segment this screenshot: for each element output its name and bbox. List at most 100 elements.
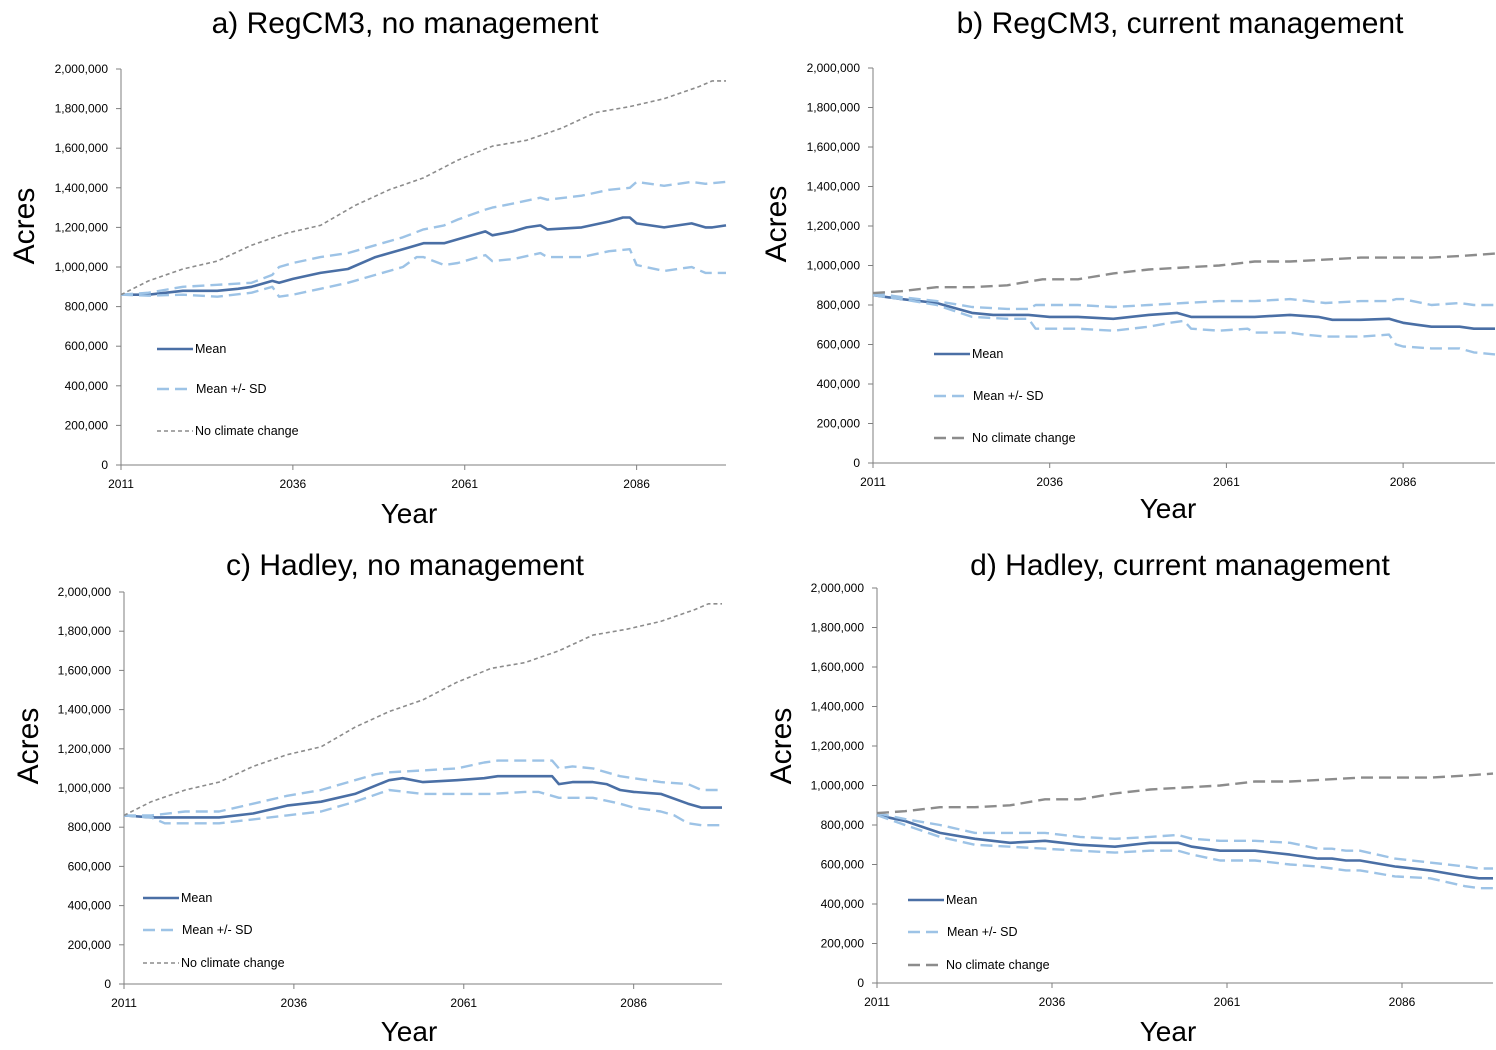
x-tick-label: 2011 [864, 995, 890, 1009]
y-axis-label: Acres [8, 188, 41, 265]
y-tick-label: 1,000,000 [58, 781, 112, 795]
chart-panel-1: a) RegCM3, no management Acres Year 0 200,00… [8, 7, 727, 529]
x-tick-label: 2061 [1214, 995, 1241, 1009]
y-tick-label: 0 [101, 458, 108, 472]
legend-label: Mean +/- SD [196, 382, 267, 396]
legend-label: No climate change [181, 956, 285, 970]
y-tick-label: 2,000,000 [811, 581, 865, 595]
x-tick-label: 2011 [860, 475, 886, 489]
y-tick-label: 400,000 [68, 899, 112, 913]
y-axis-label: Acres [765, 708, 798, 785]
x-tick-label: 2086 [1389, 995, 1416, 1009]
y-tick-label: 800,000 [821, 818, 865, 832]
series-line-mean-sd [123, 788, 722, 827]
y-tick-label: 1,600,000 [807, 140, 861, 154]
x-tick-label: 2036 [1039, 995, 1066, 1009]
legend-label: Mean +/- SD [947, 925, 1018, 939]
x-tick-label: 2086 [620, 996, 647, 1010]
y-tick-label: 800,000 [68, 820, 112, 834]
x-tick-label: 2061 [450, 996, 477, 1010]
series-line-mean-sd [876, 813, 1493, 890]
chart-title: d) Hadley, current management [970, 549, 1390, 582]
legend-label: Mean +/- SD [182, 923, 253, 937]
y-axis-label: Acres [12, 708, 45, 785]
chart-panel-4: d) Hadley, current managementAcresYear02… [765, 549, 1494, 1047]
y-tick-label: 0 [853, 456, 860, 470]
legend-label: Mean [181, 891, 212, 905]
y-tick-label: 1,200,000 [807, 219, 861, 233]
legend-label: No climate change [946, 958, 1050, 972]
y-tick-label: 600,000 [68, 859, 112, 873]
y-tick-label: 1,600,000 [55, 141, 109, 155]
series-line-no-climate-change [876, 772, 1494, 815]
y-tick-label: 1,400,000 [807, 180, 861, 194]
x-tick-label: 2036 [280, 477, 307, 491]
x-axis-label: Year [381, 1016, 438, 1047]
series-line-mean [121, 216, 727, 296]
x-tick-label: 2086 [1390, 475, 1417, 489]
y-tick-label: 1,000,000 [807, 259, 861, 273]
chart-title: a) RegCM3, no management [212, 7, 600, 40]
x-axis-label: Year [381, 498, 438, 529]
series-line-mean-sd [872, 293, 1496, 356]
x-tick-label: 2036 [281, 996, 308, 1010]
y-tick-label: 0 [857, 976, 864, 990]
y-tick-label: 400,000 [821, 897, 865, 911]
legend-label: Mean [972, 347, 1003, 361]
y-tick-label: 1,600,000 [811, 660, 865, 674]
legend-label: No climate change [972, 431, 1076, 445]
legend-label: No climate change [195, 424, 299, 438]
series-line-mean [123, 774, 722, 819]
y-tick-label: 2,000,000 [807, 61, 861, 75]
x-tick-label: 2061 [451, 477, 478, 491]
y-tick-label: 400,000 [817, 377, 861, 391]
y-tick-label: 200,000 [821, 937, 865, 951]
y-tick-label: 1,400,000 [58, 703, 112, 717]
y-tick-label: 800,000 [65, 300, 109, 314]
x-tick-label: 2061 [1213, 475, 1240, 489]
legend-label: Mean [195, 342, 226, 356]
y-axis-label: Acres [760, 186, 793, 263]
y-tick-label: 2,000,000 [58, 585, 112, 599]
y-tick-label: 1,800,000 [55, 102, 109, 116]
y-tick-label: 1,800,000 [58, 624, 112, 638]
y-tick-label: 1,400,000 [55, 181, 109, 195]
y-tick-label: 200,000 [817, 417, 861, 431]
y-tick-label: 1,400,000 [811, 700, 865, 714]
series-line-mean [876, 813, 1493, 880]
y-tick-label: 0 [104, 977, 111, 991]
y-tick-label: 2,000,000 [55, 62, 109, 76]
series-line-no-climate-change [872, 252, 1496, 295]
legend-label: Mean [946, 893, 977, 907]
x-tick-label: 2011 [108, 477, 134, 491]
y-tick-label: 400,000 [65, 379, 109, 393]
chart-title: b) RegCM3, current management [957, 7, 1405, 40]
legend-label: Mean +/- SD [973, 389, 1044, 403]
y-tick-label: 1,200,000 [811, 739, 865, 753]
y-tick-label: 600,000 [821, 858, 865, 872]
x-tick-label: 2011 [111, 996, 137, 1010]
y-tick-label: 1,600,000 [58, 663, 112, 677]
y-tick-label: 200,000 [65, 418, 109, 432]
chart-panel-2: b) RegCM3, current managementAcresYear02… [760, 7, 1496, 524]
y-tick-label: 600,000 [65, 339, 109, 353]
y-tick-label: 1,000,000 [811, 779, 865, 793]
series-line-mean-sd [120, 248, 726, 298]
y-tick-label: 800,000 [817, 298, 861, 312]
y-tick-label: 1,000,000 [55, 260, 109, 274]
series-line-mean-sd [120, 180, 727, 296]
series-line-no-climate-change [120, 80, 726, 296]
x-tick-label: 2036 [1036, 475, 1063, 489]
series-line-no-climate-change [123, 603, 722, 817]
y-tick-label: 600,000 [817, 338, 861, 352]
x-axis-label: Year [1140, 1016, 1197, 1047]
series-line-mean-sd [124, 759, 722, 817]
x-axis-label: Year [1140, 493, 1197, 524]
y-tick-label: 1,200,000 [55, 220, 109, 234]
series-line-mean [872, 293, 1495, 330]
y-tick-label: 1,800,000 [807, 101, 861, 115]
chart-title: c) Hadley, no management [226, 549, 585, 582]
y-tick-label: 200,000 [68, 938, 112, 952]
